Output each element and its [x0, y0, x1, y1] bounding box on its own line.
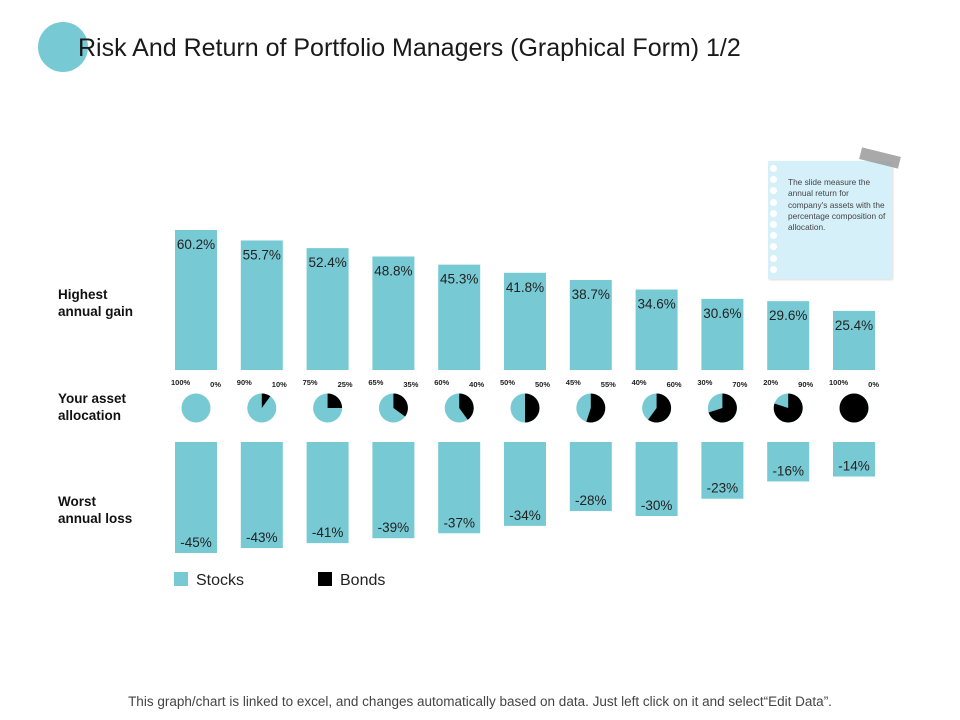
note-holes [770, 165, 778, 277]
gain-label: 41.8% [506, 280, 544, 295]
legend-swatch-stocks [174, 572, 188, 586]
bonds-percent-label: 40% [469, 380, 484, 389]
gain-label: 55.7% [243, 247, 281, 262]
gain-label: 45.3% [440, 272, 478, 287]
loss-bar [569, 442, 612, 512]
row-label-highest-gain: Highest annual gain [58, 287, 134, 319]
allocation-pie-bonds [708, 393, 737, 423]
loss-label: -28% [575, 493, 607, 508]
stocks-percent-label: 75% [303, 378, 318, 387]
stocks-percent-label: 40% [632, 378, 647, 387]
stocks-percent-label: 90% [237, 378, 252, 387]
legend-label-bonds: Bonds [340, 572, 386, 589]
legend-item-stocks: Stocks [174, 572, 244, 590]
gain-label: 25.4% [835, 318, 873, 333]
stocks-percent-label: 30% [697, 378, 712, 387]
legend-swatch-bonds [318, 572, 332, 586]
loss-bar [175, 442, 217, 553]
loss-label: -37% [443, 515, 475, 530]
title-decor-circle [38, 22, 88, 72]
bonds-percent-label: 55% [601, 380, 616, 389]
loss-bar [240, 442, 283, 549]
allocation-pie-stocks [181, 393, 211, 423]
loss-bar [635, 442, 678, 516]
allocation-pie-bonds [327, 393, 343, 408]
bonds-percent-label: 50% [535, 380, 550, 389]
loss-label: -23% [707, 481, 739, 496]
gain-bar [767, 301, 810, 370]
loss-label: -41% [312, 525, 344, 540]
gain-label: 30.6% [703, 306, 741, 321]
loss-bar [767, 442, 810, 482]
gain-label: 29.6% [769, 308, 807, 323]
gain-bar [504, 272, 546, 370]
gain-bar [635, 289, 678, 370]
allocation-pie-bonds [648, 393, 672, 423]
loss-bar [504, 442, 546, 526]
allocation-pie-bonds [393, 393, 408, 417]
loss-bar [833, 442, 875, 477]
footer-note: This graph/chart is linked to excel, and… [128, 694, 832, 709]
stocks-percent-label: 45% [566, 378, 581, 387]
gain-bar [175, 230, 217, 370]
loss-bar [438, 442, 481, 534]
stocks-percent-label: 50% [500, 378, 515, 387]
loss-bar [372, 442, 415, 539]
legend-label-stocks: Stocks [196, 572, 245, 589]
bonds-percent-label: 10% [272, 380, 287, 389]
bonds-percent-label: 60% [667, 380, 682, 389]
stocks-percent-label: 100% [171, 378, 191, 387]
bonds-percent-label: 70% [732, 380, 747, 389]
gain-label: 38.7% [572, 287, 610, 302]
gain-bar [372, 256, 415, 370]
loss-bar [306, 442, 349, 544]
allocation-pie-bonds [773, 393, 803, 423]
bonds-percent-label: 0% [210, 380, 221, 389]
allocation-pie-bonds [839, 393, 869, 423]
gain-bar [438, 264, 481, 370]
stocks-percent-label: 100% [829, 378, 849, 387]
loss-label: -30% [641, 498, 673, 513]
allocation-pie-bonds [261, 393, 271, 408]
loss-label: -39% [378, 520, 410, 535]
allocation-pie-bonds [459, 393, 474, 420]
stocks-percent-label: 60% [434, 378, 449, 387]
stocks-percent-label: 65% [368, 378, 383, 387]
page-title: Risk And Return of Portfolio Managers (G… [78, 34, 741, 62]
gain-label: 60.2% [177, 237, 215, 252]
loss-label: -16% [772, 463, 804, 478]
loss-label: -43% [246, 530, 278, 545]
bonds-percent-label: 90% [798, 380, 813, 389]
gain-label: 52.4% [308, 255, 346, 270]
allocation-pie-bonds [525, 393, 540, 423]
row-label-asset-allocation: Your asset allocation [58, 391, 127, 423]
gain-label: 34.6% [637, 297, 675, 312]
bonds-percent-label: 25% [338, 380, 353, 389]
loss-bar [701, 442, 744, 499]
gain-bar [306, 248, 349, 370]
allocation-pie-bonds [586, 393, 606, 423]
sticky-note: The slide measure the annual return for … [768, 161, 892, 279]
note-text: The slide measure the annual return for … [788, 177, 886, 233]
legend-item-bonds: Bonds [318, 572, 385, 590]
loss-label: -14% [838, 459, 870, 474]
bonds-percent-label: 35% [403, 380, 418, 389]
gain-bar [240, 240, 283, 370]
loss-label: -45% [180, 535, 212, 550]
bonds-percent-label: 0% [868, 380, 879, 389]
gain-bar [701, 298, 744, 370]
stocks-percent-label: 20% [763, 378, 778, 387]
row-label-worst-loss: Worst annual loss [58, 494, 133, 526]
gain-label: 48.8% [374, 264, 412, 279]
gain-bar [833, 310, 875, 370]
gain-bar [569, 280, 612, 370]
loss-label: -34% [509, 508, 541, 523]
